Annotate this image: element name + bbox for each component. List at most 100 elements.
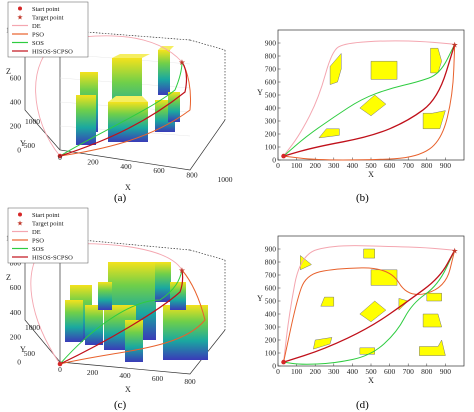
y-axis-label-c: Y — [20, 345, 26, 354]
z-tick-label: 0 — [17, 358, 21, 367]
x-tick-label: 0 — [276, 367, 280, 376]
x-tick-label: 0 — [58, 153, 62, 162]
x-tick-label: 400 — [347, 161, 359, 170]
target-point-marker: ★ — [178, 58, 185, 67]
y-tick-label: 400 — [265, 104, 277, 113]
obstacle-buildings-c — [65, 262, 208, 362]
target-point-marker: ★ — [178, 266, 185, 275]
legend-label: PSO — [32, 237, 44, 244]
x-tick-label: 200 — [310, 161, 322, 170]
legend-label: HISOS-SCPSO — [32, 254, 73, 261]
y-tick-label: 0 — [272, 362, 276, 371]
y-tick-label: 800 — [265, 52, 277, 61]
path-de — [283, 40, 455, 157]
x-tick-label: 400 — [347, 367, 359, 376]
obstacle — [422, 110, 446, 130]
path-pso — [59, 61, 191, 157]
x-tick-label: 200 — [87, 368, 99, 377]
obstacle-buildings-a — [76, 46, 180, 145]
building — [163, 305, 208, 360]
path-hisos-scpso — [59, 61, 188, 157]
caption-b: (b) — [356, 192, 369, 204]
x-axis-label-a: X — [125, 183, 131, 192]
y-tick-label: 1000 — [25, 323, 40, 332]
caption-d: (d) — [356, 399, 369, 411]
z-tick-label: 200 — [10, 122, 22, 131]
obstacle — [359, 300, 387, 323]
z-tick-label: 600 — [10, 283, 22, 292]
x-tick-label: 700 — [403, 367, 415, 376]
legend-label: SOS — [32, 246, 44, 253]
z-tick-label: 400 — [10, 308, 22, 317]
x-ticks-c: 0 200 400 600 800 — [58, 365, 196, 386]
start-point-marker — [281, 359, 286, 365]
x-tick-label: 300 — [328, 161, 340, 170]
y-tick-label: 700 — [265, 271, 277, 280]
legend-label: Target point — [32, 14, 64, 21]
x-tick-label: 100 — [291, 367, 303, 376]
building — [85, 305, 103, 345]
legend-box — [7, 207, 89, 264]
panel-b-2d-plot: 0 100 200 300 400 500 600 700 800 900 0 100 200 300 40… — [257, 29, 465, 179]
y-tick-label: 0 — [272, 156, 276, 165]
x-tick-label: 500 — [365, 161, 377, 170]
path-pso — [283, 44, 456, 161]
building — [65, 300, 83, 342]
start-point-marker — [57, 361, 63, 367]
legend-symbol-start — [18, 212, 22, 217]
z-axis-label-c: Z — [6, 273, 11, 282]
y-tick-label: 600 — [265, 78, 277, 87]
y-tick-label: 200 — [265, 336, 277, 345]
x-tick-label: 700 — [403, 161, 415, 170]
x-tick-label: 300 — [328, 367, 340, 376]
panel-a-3d-plot: ★ 1000 800 600 400 200 0 0 200 400 600 800 1000 50… — [6, 1, 233, 204]
x-tick-label: 0 — [58, 365, 62, 374]
path-sos — [59, 269, 183, 365]
y-tick-label: 700 — [265, 65, 277, 74]
building — [98, 282, 112, 310]
legend-label: Start point — [32, 6, 59, 13]
y-tick-label: 900 — [265, 39, 277, 48]
building — [170, 282, 186, 310]
x-tick-label: 800 — [184, 377, 196, 386]
path-sos — [283, 250, 456, 365]
z-tick-label: 200 — [10, 333, 22, 342]
y-tick-label: 1000 — [25, 117, 40, 126]
y-tick-label: 800 — [265, 258, 277, 267]
x-tick-label: 800 — [186, 171, 198, 180]
y-tick-label: 600 — [265, 284, 277, 293]
obstacle — [370, 60, 398, 80]
y-tick-label: 500 — [265, 91, 277, 100]
y-tick-label: 900 — [265, 245, 277, 254]
x-tick-label: 400 — [120, 162, 132, 171]
x-tick-label: 800 — [421, 161, 433, 170]
obstacle — [370, 269, 398, 286]
x-tick-label: 400 — [119, 371, 131, 380]
caption-a: (a) — [114, 192, 127, 204]
legend-label: DE — [32, 23, 41, 30]
path-hisos-scpso — [283, 44, 456, 157]
path-sos — [59, 61, 183, 157]
legend-box — [7, 1, 89, 58]
obstacle — [359, 347, 375, 355]
y-tick-label: 100 — [265, 349, 277, 358]
y-tick-label: 200 — [265, 130, 277, 139]
z-tick-label: 600 — [10, 74, 22, 83]
y-axis-label-a: Y — [20, 139, 26, 148]
z-axis-label-a: Z — [6, 67, 11, 76]
obstacle — [329, 52, 342, 85]
y-tick-label: 100 — [265, 143, 277, 152]
y-tick-label: 500 — [24, 349, 36, 358]
x-tick-label: 600 — [384, 367, 396, 376]
y-ticks-c: 500 1000 — [24, 323, 41, 358]
obstacle — [313, 337, 333, 350]
obstacle — [320, 296, 335, 307]
panel-d-2d-plot: 0 100 200 300 400 500 600 700 800 900 0 100 200 300 40… — [257, 235, 465, 385]
legend-label: Target point — [32, 220, 64, 227]
building — [168, 92, 180, 122]
obstacle — [318, 128, 340, 139]
y-axis-label: Y — [257, 294, 263, 303]
y-tick-label: 300 — [265, 323, 277, 332]
x-tick-label: 600 — [384, 161, 396, 170]
